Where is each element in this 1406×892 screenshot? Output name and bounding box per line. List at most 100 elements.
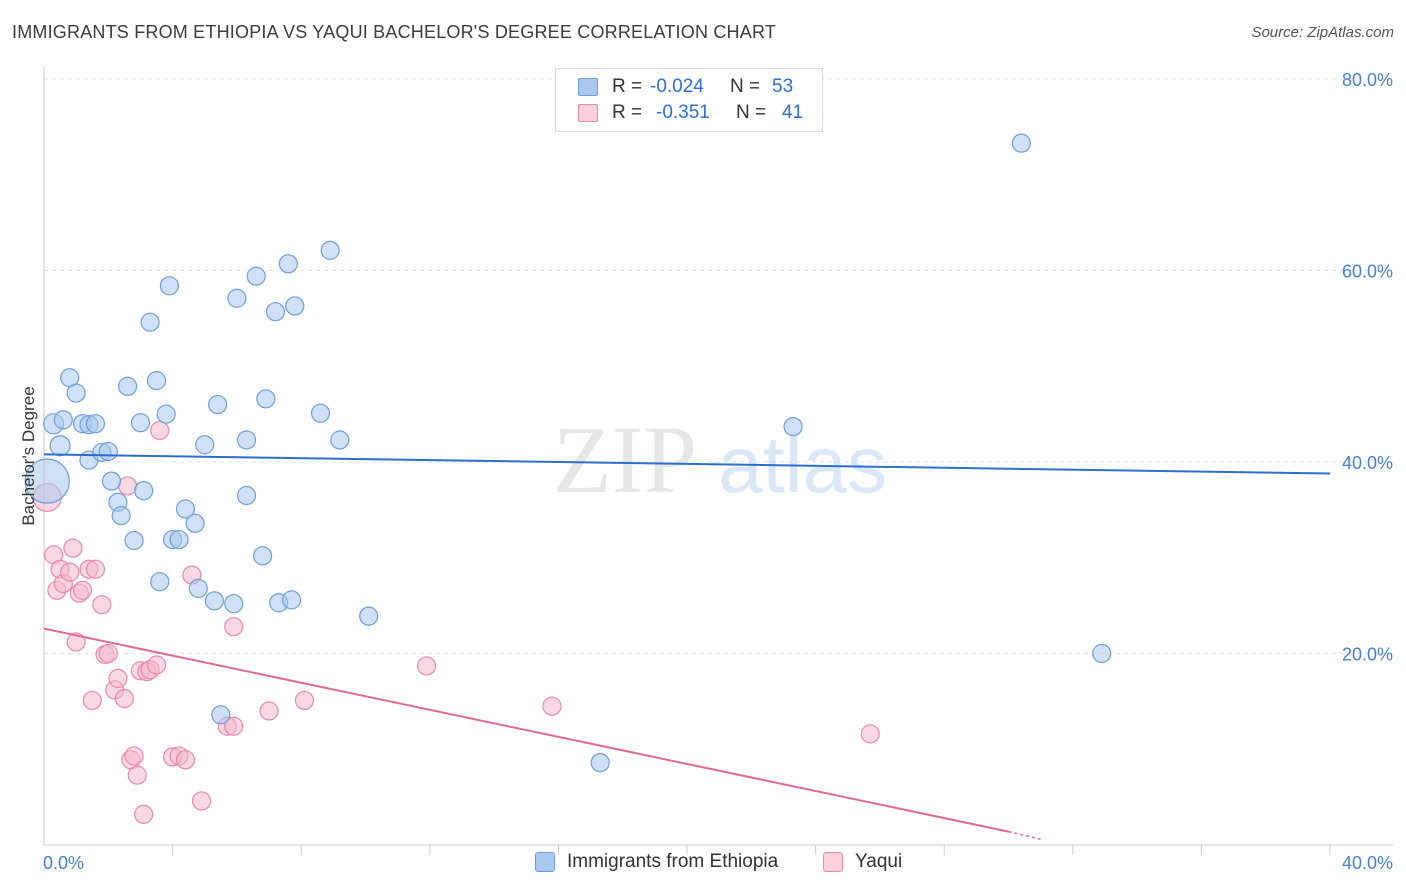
ethiopia-point bbox=[49, 435, 71, 457]
ethiopia-point bbox=[85, 414, 106, 434]
legend-item-yaqui: Yaqui bbox=[823, 851, 902, 873]
ethiopia-point bbox=[236, 485, 257, 506]
yaqui-point bbox=[416, 656, 437, 676]
ethiopia-point bbox=[253, 546, 273, 566]
ethiopia-point bbox=[134, 481, 154, 501]
yaqui-point bbox=[117, 476, 138, 496]
yaqui-point bbox=[146, 655, 167, 675]
watermark: ZIP atlas bbox=[553, 406, 887, 513]
yaqui-point bbox=[63, 538, 83, 558]
ethiopia-point bbox=[330, 430, 350, 450]
yaqui-point bbox=[127, 765, 147, 785]
ethiopia-point bbox=[188, 578, 208, 598]
ethiopia-point bbox=[140, 312, 160, 332]
series-legend: Immigrants from Ethiopia Yaqui bbox=[0, 851, 1406, 877]
y-tick-label: 60.0% bbox=[1342, 262, 1393, 282]
ethiopia-point bbox=[783, 416, 803, 437]
legend-r-value: -0.024 bbox=[650, 76, 704, 97]
legend-n-value: 41 bbox=[782, 102, 804, 123]
correlation-legend: R = -0.024 N = 53 R = -0.351 N = 41 bbox=[555, 68, 823, 132]
ethiopia-point bbox=[159, 276, 179, 296]
ethiopia-point bbox=[195, 435, 215, 455]
y-tick-label: 80.0% bbox=[1342, 70, 1393, 90]
ethiopia-point bbox=[175, 499, 196, 519]
ethiopia-point bbox=[156, 404, 176, 424]
x-ticks bbox=[172, 845, 1331, 855]
ethiopia-point bbox=[111, 506, 131, 526]
legend-row-ethiopia: R = -0.024 N = 53 bbox=[578, 75, 793, 99]
ethiopia-point bbox=[150, 572, 170, 592]
ethiopia-point bbox=[211, 705, 231, 725]
y-axis-label: Bachelor's Degree bbox=[19, 386, 38, 525]
ethiopia-point bbox=[101, 471, 122, 491]
yaqui-point bbox=[150, 420, 170, 441]
ethiopia-point bbox=[1092, 643, 1112, 664]
ethiopia-point bbox=[66, 383, 86, 403]
ethiopia-point bbox=[359, 606, 379, 626]
ethiopia-point bbox=[227, 288, 247, 308]
ethiopia-points bbox=[24, 133, 1112, 773]
ethiopia-point bbox=[98, 441, 118, 462]
ethiopia-point bbox=[278, 254, 298, 274]
ethiopia-point bbox=[265, 302, 286, 322]
y-tick-label: 20.0% bbox=[1342, 645, 1393, 665]
yaqui-point bbox=[224, 716, 244, 736]
ethiopia-point bbox=[310, 403, 331, 423]
ethiopia-point bbox=[169, 529, 189, 550]
ethiopia-point bbox=[208, 394, 228, 415]
yaqui-trend-line bbox=[43, 627, 1009, 833]
yaqui-point bbox=[542, 696, 562, 716]
ethiopia-point bbox=[117, 376, 138, 396]
ethiopia-point bbox=[185, 513, 205, 533]
ethiopia-point bbox=[24, 458, 70, 504]
yaqui-point bbox=[175, 750, 196, 770]
axes bbox=[43, 67, 1393, 846]
yaqui-point bbox=[60, 562, 80, 582]
yaqui-point bbox=[92, 595, 112, 615]
ethiopia-point bbox=[130, 413, 151, 433]
yaqui-point bbox=[860, 724, 880, 744]
yaqui-point bbox=[259, 701, 279, 721]
ethiopia-trend-line bbox=[43, 453, 1331, 475]
legend-swatch-pink bbox=[578, 104, 598, 122]
ethiopia-point bbox=[124, 530, 144, 551]
ethiopia-point bbox=[224, 594, 244, 614]
legend-row-yaqui: R = -0.351 N = 41 bbox=[578, 101, 803, 125]
yaqui-point bbox=[114, 688, 134, 709]
legend-swatch-yaqui bbox=[823, 852, 843, 872]
y-tick-label: 40.0% bbox=[1342, 453, 1393, 473]
yaqui-point bbox=[124, 746, 144, 766]
x-tick-label-min: 0.0% bbox=[43, 853, 84, 873]
legend-item-ethiopia: Immigrants from Ethiopia bbox=[535, 851, 778, 873]
legend-label-ethiopia: Immigrants from Ethiopia bbox=[567, 851, 779, 872]
ethiopia-point bbox=[256, 389, 276, 409]
y-tick-labels: 20.0% 40.0% 60.0% 80.0% bbox=[1342, 70, 1393, 665]
legend-n-label: N = bbox=[736, 102, 767, 123]
source-label: Source: ZipAtlas.com bbox=[1251, 24, 1394, 41]
grid-lines bbox=[44, 78, 1393, 654]
yaqui-trend-extension bbox=[1008, 830, 1041, 840]
ethiopia-point bbox=[236, 430, 257, 450]
legend-r-value: -0.351 bbox=[656, 102, 710, 123]
yaqui-point bbox=[85, 559, 106, 579]
ethiopia-point bbox=[285, 296, 305, 316]
legend-r-label: R = bbox=[612, 76, 643, 97]
yaqui-point bbox=[134, 804, 154, 824]
yaqui-point bbox=[294, 690, 315, 711]
yaqui-point bbox=[98, 643, 118, 664]
x-tick-label-max: 40.0% bbox=[1342, 853, 1393, 873]
yaqui-point bbox=[66, 632, 86, 652]
legend-swatch-blue bbox=[578, 78, 598, 96]
yaqui-point bbox=[191, 791, 212, 811]
yaqui-point bbox=[82, 690, 102, 711]
ethiopia-point bbox=[204, 591, 224, 611]
legend-swatch-ethiopia bbox=[535, 852, 555, 872]
ethiopia-point bbox=[146, 371, 167, 391]
ethiopia-point bbox=[246, 266, 266, 286]
ethiopia-point bbox=[320, 240, 340, 260]
ethiopia-point bbox=[53, 410, 73, 430]
legend-label-yaqui: Yaqui bbox=[855, 851, 903, 872]
watermark-zip: ZIP bbox=[553, 406, 697, 513]
trend-lines bbox=[43, 453, 1331, 840]
